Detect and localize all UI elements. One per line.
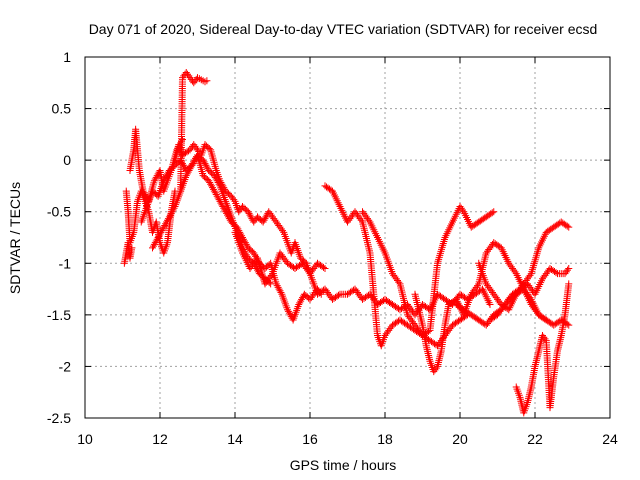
chart-title: Day 071 of 2020, Sidereal Day-to-day VTE… (89, 21, 598, 37)
y-tick-label: -0.5 (47, 204, 71, 220)
data-point (432, 364, 440, 372)
data-series (120, 68, 573, 417)
data-point (305, 268, 313, 276)
x-axis-label: GPS time / hours (290, 457, 397, 473)
data-point (563, 320, 571, 328)
x-tick-label: 20 (452, 431, 468, 447)
x-tick-label: 12 (152, 431, 168, 447)
data-point (170, 204, 178, 212)
data-point (490, 208, 498, 216)
series-track-8 (321, 182, 471, 350)
data-point (128, 244, 136, 252)
plot-frame (84, 56, 611, 419)
series-track-15 (120, 239, 136, 267)
series-track-14 (512, 280, 573, 417)
data-point (474, 282, 481, 290)
data-point (563, 222, 571, 230)
data-point (564, 266, 571, 274)
x-tick-label: 14 (227, 431, 243, 447)
data-point (541, 335, 549, 343)
x-axis-ticks: 10 12 14 16 18 20 22 24 (77, 57, 618, 447)
data-point (565, 280, 573, 288)
data-point (267, 271, 275, 279)
series-track-9 (359, 203, 498, 339)
data-point (215, 180, 223, 188)
data-point (277, 289, 285, 297)
y-axis-ticks: -2.5 -2 -1.5 -1 -0.5 0 0.5 1 (47, 49, 610, 426)
data-point (179, 136, 186, 144)
y-tick-label: -2 (59, 358, 72, 374)
data-point (320, 263, 327, 271)
data-point (335, 291, 342, 299)
x-tick-label: 16 (302, 431, 318, 447)
data-point (511, 268, 519, 276)
series-track-13 (486, 264, 573, 324)
series-track-12 (475, 218, 573, 314)
data-point (565, 264, 573, 272)
series-track-4 (171, 141, 329, 278)
series-track-7 (231, 228, 494, 319)
y-tick-label: 0 (63, 152, 71, 168)
x-tick-label: 10 (77, 431, 93, 447)
data-point (486, 301, 494, 309)
x-tick-label: 24 (602, 431, 618, 447)
data-point (526, 294, 534, 302)
data-point (552, 269, 560, 277)
data-point (230, 196, 238, 204)
data-point (526, 271, 534, 279)
data-point (321, 264, 329, 272)
y-tick-label: -2.5 (47, 410, 71, 426)
grid-lines (85, 57, 610, 418)
data-point (459, 206, 466, 214)
data-point (395, 278, 403, 286)
data-point (357, 216, 365, 224)
series-track-10 (411, 239, 550, 376)
series-track-5 (137, 151, 325, 324)
y-tick-label: 0.5 (52, 101, 72, 117)
x-tick-label: 18 (377, 431, 393, 447)
data-point (203, 77, 211, 85)
x-tick-label: 22 (527, 431, 543, 447)
data-point (488, 209, 496, 217)
data-point (565, 223, 573, 231)
y-tick-label: 1 (63, 49, 71, 65)
data-point (365, 216, 373, 224)
y-axis-label: SDTVAR / TECUs (7, 182, 23, 294)
y-tick-label: -1 (59, 255, 72, 271)
y-tick-label: -1.5 (47, 307, 71, 323)
data-point (279, 227, 286, 235)
